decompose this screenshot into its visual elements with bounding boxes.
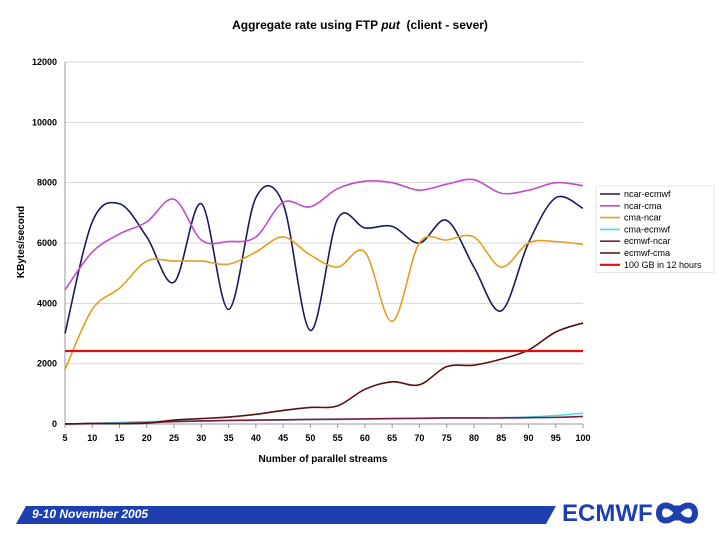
y-tick-labels: 0 2000 4000 6000 8000 10000 12000 [32, 57, 57, 429]
legend-label: ecmwf-cma [624, 248, 670, 258]
legend-label: cma-ncar [624, 213, 662, 223]
x-tick-label: 45 [278, 433, 288, 443]
footer-bar [16, 506, 556, 524]
x-tick-label: 75 [442, 433, 452, 443]
legend-label: cma-ecmwf [624, 224, 671, 234]
chart-title-em: put [380, 18, 401, 32]
y-tick-label: 12000 [32, 57, 57, 67]
chart-title: Aggregate rate using FTP put (client - s… [232, 18, 488, 32]
x-tick-label: 80 [469, 433, 479, 443]
legend-label: ncar-ecmwf [624, 189, 671, 199]
x-tick-label: 10 [87, 433, 97, 443]
y-tick-label: 0 [52, 419, 57, 429]
series-lines [64, 178, 584, 425]
x-tick-label: 5 [62, 433, 67, 443]
x-tick-label: 40 [251, 433, 261, 443]
x-tick-label: 50 [305, 433, 315, 443]
footer-date: 9-10 November 2005 [32, 507, 149, 521]
series-line-cma-ncar [64, 234, 584, 371]
legend-label: ncar-cma [624, 201, 662, 211]
y-tick-label: 2000 [37, 359, 57, 369]
x-tick-label: 85 [496, 433, 506, 443]
series-line-ecmwf-cma [64, 322, 584, 425]
legend-label: ecmwf-ncar [624, 236, 671, 246]
grid [65, 61, 583, 425]
x-tick-label: 35 [224, 433, 234, 443]
y-tick-label: 6000 [37, 238, 57, 248]
chart-title-post: (client - sever) [400, 18, 488, 32]
x-tick-label: 65 [387, 433, 397, 443]
series-line-ncar-ecmwf [64, 185, 584, 334]
legend-label: 100 GB in 12 hours [624, 260, 702, 270]
y-tick-label: 4000 [37, 298, 57, 308]
y-tick-label: 8000 [37, 178, 57, 188]
chart: Aggregate rate using FTP put (client - s… [16, 18, 715, 465]
x-axis-label: Number of parallel streams [259, 454, 388, 465]
ecmwf-logo-text: ECMWF [562, 500, 653, 527]
x-tick-label: 90 [523, 433, 533, 443]
x-tick-label: 60 [360, 433, 370, 443]
x-tick-label: 70 [414, 433, 424, 443]
ecmwf-logo-icon [655, 502, 699, 524]
series-line-ncar-cma [64, 178, 584, 291]
x-tick-label: 95 [551, 433, 561, 443]
x-tick-label: 100 [575, 433, 590, 443]
y-axis-label: KBytes/second [16, 206, 27, 278]
x-tick-label: 55 [333, 433, 343, 443]
x-tick-labels: 5 10 15 20 25 30 35 40 45 50 55 60 65 70 75 80 85 90 95 100 [62, 424, 591, 443]
y-tick-label: 10000 [32, 117, 57, 127]
x-tick-label: 20 [142, 433, 152, 443]
axes [64, 62, 583, 425]
x-tick-label: 25 [169, 433, 179, 443]
x-tick-label: 30 [196, 433, 206, 443]
chart-title-pre: Aggregate rate using FTP [232, 18, 381, 32]
x-tick-label: 15 [115, 433, 125, 443]
